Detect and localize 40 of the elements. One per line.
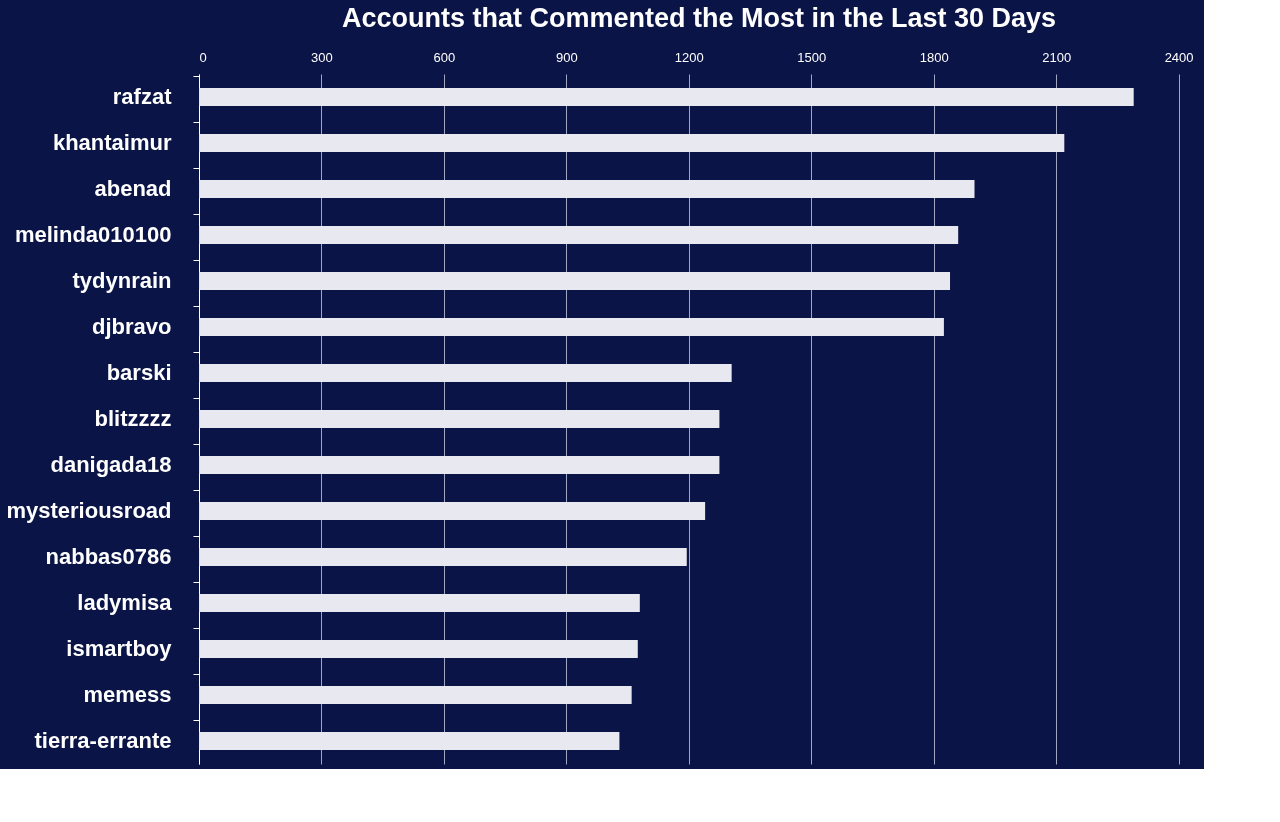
x-tick-label: 300: [311, 49, 333, 65]
y-tick-label: danigada18: [50, 452, 172, 477]
chart-title: Accounts that Commented the Most in the Last 30 Days: [341, 3, 1057, 33]
bar: [199, 548, 687, 566]
bar: [199, 272, 951, 290]
bar: [199, 640, 638, 658]
y-tick-label: ladymisa: [77, 590, 173, 615]
x-tick-label: 900: [556, 49, 578, 65]
bar: [199, 732, 620, 750]
y-tick-label: nabbas0786: [45, 544, 172, 569]
y-tick-label: rafzat: [112, 84, 173, 109]
bar: [199, 134, 1065, 152]
bar: [199, 318, 944, 336]
x-tick-label: 2100: [1042, 49, 1072, 65]
y-tick-label: tierra-errante: [34, 728, 172, 753]
y-tick-label: ismartboy: [66, 636, 173, 661]
bar: [199, 410, 720, 428]
y-tick-label: khantaimur: [52, 130, 172, 155]
x-tick-label: 1200: [674, 49, 704, 65]
x-tick-label: 1500: [797, 49, 827, 65]
y-tick-label: djbravo: [92, 314, 172, 339]
y-tick-label: abenad: [94, 176, 172, 201]
x-tick-label: 1800: [919, 49, 949, 65]
bar: [199, 502, 706, 520]
bar: [199, 88, 1134, 106]
x-tick-label: 600: [433, 49, 456, 65]
y-tick-label: mysteriousroad: [6, 498, 172, 523]
x-tick-label: 0: [199, 49, 207, 65]
y-tick-label: blitzzzz: [94, 406, 172, 431]
x-tick-label: 2400: [1164, 49, 1194, 65]
bar: [199, 180, 975, 198]
bar: [199, 364, 732, 382]
bar: [199, 456, 720, 474]
y-tick-label: memess: [83, 682, 172, 707]
bar: [199, 686, 632, 704]
bar: [199, 594, 640, 612]
bar: [199, 226, 959, 244]
y-tick-label: barski: [106, 360, 172, 385]
y-tick-label: melinda010100: [14, 222, 172, 247]
y-tick-label: tydynrain: [72, 268, 172, 293]
